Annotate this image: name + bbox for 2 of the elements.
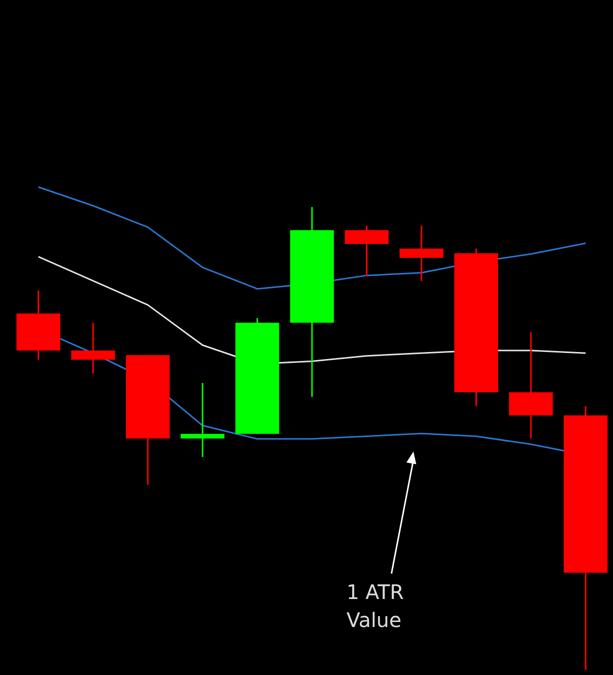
candlestick (180, 382, 224, 458)
annotation: 1 ATR Value (346, 578, 405, 634)
